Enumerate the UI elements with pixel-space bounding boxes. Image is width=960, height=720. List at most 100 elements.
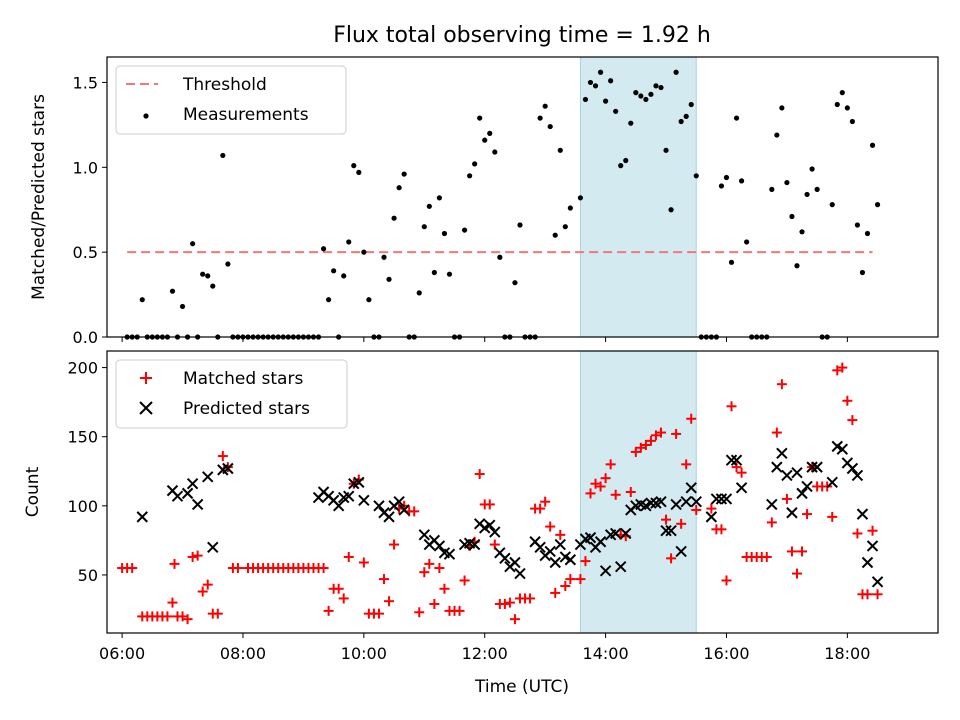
measurement-point <box>391 215 397 221</box>
matched-star-marker <box>509 614 520 625</box>
legend-key-measurements <box>143 113 149 119</box>
matched-star-marker <box>847 415 858 426</box>
marker-stroke <box>418 529 430 541</box>
marker-stroke <box>856 508 869 520</box>
marker-stroke <box>806 461 818 473</box>
predicted-star-marker <box>856 508 869 520</box>
measurement-point <box>205 273 211 279</box>
matched-star-marker <box>661 514 672 525</box>
marker-stroke <box>841 457 854 469</box>
matched-star-marker <box>373 608 384 619</box>
matched-star-marker <box>736 467 747 478</box>
measurement-point <box>834 101 840 108</box>
measurement-point <box>864 230 871 237</box>
marker-stroke <box>398 504 410 516</box>
matched-star-marker <box>429 598 440 609</box>
predicted-star-marker <box>191 498 204 511</box>
matched-star-marker <box>791 568 802 579</box>
predicted-star-marker <box>222 462 234 475</box>
measurement-point <box>431 269 437 276</box>
marker-stroke <box>332 500 345 512</box>
predicted-star-marker <box>383 511 395 523</box>
matched-star-marker <box>439 583 450 594</box>
marker-stroke <box>186 477 199 490</box>
measurement-point <box>769 186 775 192</box>
matched-star-marker <box>459 575 470 586</box>
predicted-star-marker <box>811 461 823 473</box>
marker-stroke <box>353 476 365 489</box>
top-legend: Threshold Measurements <box>115 65 347 135</box>
measurement-point <box>461 227 468 233</box>
matched-star-marker <box>802 509 813 520</box>
top-shaded-interval <box>579 56 697 338</box>
x-tick-label: 06:00 <box>99 644 145 663</box>
measurement-point <box>472 161 478 167</box>
measurement-point <box>693 173 699 179</box>
matched-star-marker <box>525 593 536 604</box>
matched-star-marker <box>550 587 561 598</box>
predicted-star-marker <box>705 511 718 523</box>
matched-star-marker <box>676 518 687 529</box>
predicted-star-marker <box>660 524 672 537</box>
matched-star-marker <box>192 550 203 561</box>
predicted-star-marker <box>549 556 561 569</box>
x-tick-label: 12:00 <box>462 644 508 663</box>
predicted-star-marker <box>171 490 184 502</box>
bottom-axes-frame <box>106 350 939 634</box>
measurement-point <box>774 132 780 138</box>
marker-stroke <box>660 524 672 537</box>
marker-stroke <box>463 537 476 549</box>
measurement-point <box>426 203 432 209</box>
matched-star-marker <box>716 524 727 535</box>
marker-stroke <box>484 519 496 531</box>
measurement-point <box>416 290 422 296</box>
measurement-point <box>331 268 337 274</box>
top-y-tick-label: 0.5 <box>73 243 98 262</box>
bottom-legend: Matched stars Predicted stars <box>115 359 348 429</box>
measurement-point <box>487 130 493 136</box>
marker-stroke <box>776 447 788 460</box>
marker-stroke <box>544 545 556 558</box>
measurement-point <box>633 90 639 96</box>
predicted-star-marker <box>433 540 446 552</box>
bottom-shaded-interval <box>579 350 697 634</box>
predicted-star-marker <box>781 469 793 482</box>
predicted-star-marker <box>655 495 667 508</box>
predicted-star-marker <box>836 443 849 455</box>
measurement-point <box>849 118 855 125</box>
measurement-point <box>728 259 735 265</box>
matched-star-marker <box>650 430 661 441</box>
predicted-star-marker <box>771 461 783 473</box>
measurement-point <box>401 171 407 177</box>
top-series-0 <box>124 69 881 340</box>
marker-stroke <box>670 498 682 511</box>
measurement-point <box>809 166 815 172</box>
predicted-star-marker <box>675 545 687 558</box>
measurement-point <box>517 222 523 228</box>
predicted-star-marker <box>861 556 874 569</box>
matched-star-marker <box>862 589 873 600</box>
matched-star-marker <box>761 551 772 562</box>
measurement-point <box>829 202 835 208</box>
bottom-y-tick-label: 100 <box>67 497 98 516</box>
predicted-star-marker <box>685 482 697 494</box>
marker-stroke <box>826 476 838 489</box>
top-y-tick-label: 0.0 <box>73 328 98 347</box>
predicted-star-marker <box>826 476 838 489</box>
marker-stroke <box>771 461 783 473</box>
matched-star-marker <box>454 605 465 616</box>
matched-star-marker <box>575 574 586 585</box>
predicted-star-marker <box>735 482 748 494</box>
measurement-point <box>618 163 624 169</box>
predicted-star-marker <box>353 476 365 489</box>
measurement-point <box>613 108 619 114</box>
matched-star-marker <box>771 427 782 438</box>
matched-star-marker <box>681 459 692 470</box>
predicted-star-marker <box>730 454 743 466</box>
matched-star-marker <box>827 511 838 522</box>
matched-star-marker <box>177 611 188 622</box>
marker-stroke <box>433 540 446 552</box>
marker-stroke <box>554 538 566 551</box>
predicted-star-marker <box>776 447 788 460</box>
